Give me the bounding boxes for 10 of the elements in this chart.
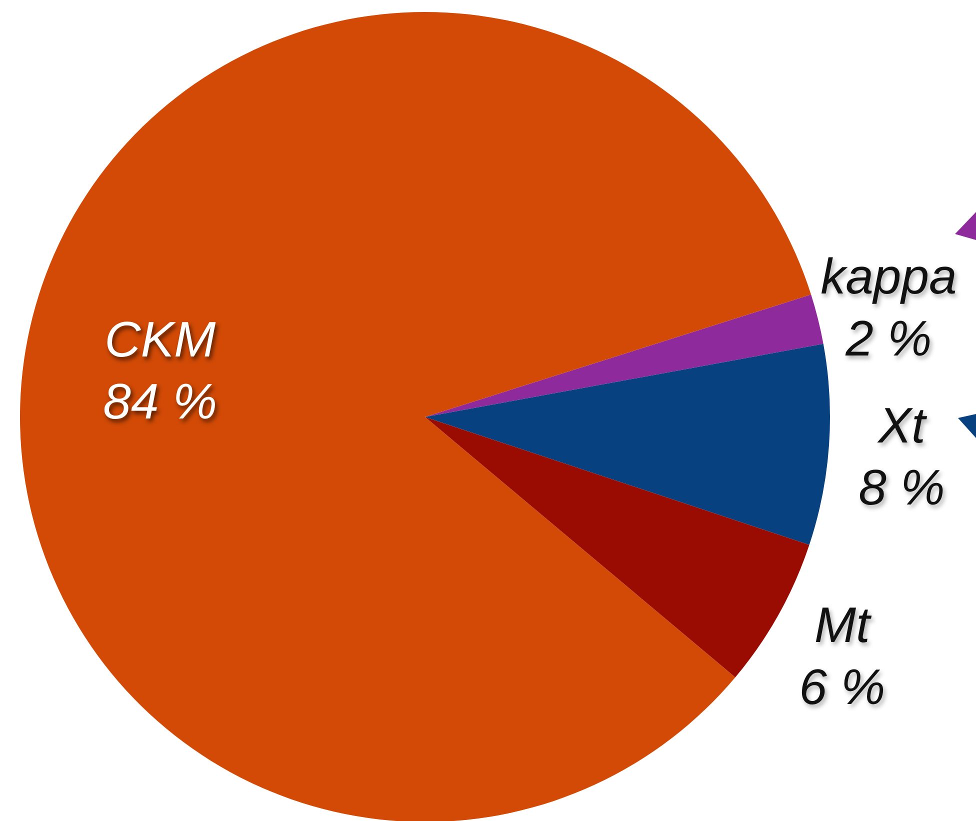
legend-label: Xt bbox=[877, 397, 928, 454]
data-label: 2 % bbox=[844, 310, 932, 366]
pie-slice bbox=[425, 344, 830, 545]
slice-label: kappa bbox=[820, 248, 957, 304]
data-label: 84 % bbox=[103, 374, 218, 430]
slice-label: Mt bbox=[814, 597, 872, 654]
data-label: 8 % bbox=[858, 459, 945, 516]
slice-label: CKM bbox=[104, 312, 216, 368]
pie-slice bbox=[425, 294, 824, 417]
data-label: 6 % bbox=[799, 659, 886, 716]
